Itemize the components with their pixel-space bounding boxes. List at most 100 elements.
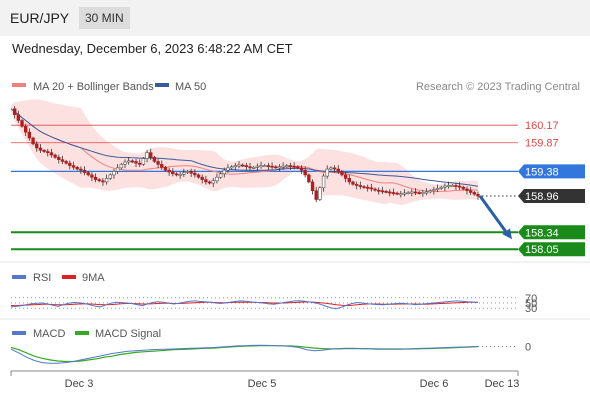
candle [362,185,366,189]
candle [240,163,245,168]
candle [193,169,197,178]
rsi-line [10,300,479,310]
candle-body [321,175,326,189]
rsi-9ma-legend-swatch [62,275,76,279]
forecast-arrow-shaft [478,195,509,235]
candle-body [141,158,146,165]
candle [130,159,135,163]
candle-body [329,167,333,170]
candle-body [472,192,477,195]
candle [454,182,458,190]
support-tag [518,242,585,257]
candle-body [193,172,197,176]
timeframe-button[interactable]: 30 MIN [79,7,130,29]
candle-body [20,120,24,127]
candle [167,167,171,176]
candle-body [461,186,465,190]
candle [75,165,79,171]
candle-body [288,165,293,168]
candle [93,173,98,183]
candle [233,162,238,171]
candle [332,165,337,173]
candle [53,153,57,159]
candle-body [93,176,98,180]
candle-body [152,157,157,162]
candle [145,150,149,163]
support-label: 158.34 [525,227,559,239]
candle-body [369,187,374,190]
candle [465,186,469,195]
candle-body [377,189,381,192]
candle [263,164,267,168]
candle-body [71,165,76,168]
candle [64,159,68,165]
candle-body [281,165,285,168]
candle [296,165,300,170]
candle [391,188,396,196]
candle [24,123,28,136]
candle-body [406,192,410,194]
candle [207,180,212,185]
candle [42,148,46,153]
candle [149,148,153,160]
resistance-label: 159.87 [525,138,559,150]
candle [310,179,315,195]
candle-body [189,171,193,174]
candle [31,136,35,146]
candle [104,174,109,185]
candle-body [145,152,149,159]
candle-body [134,161,138,164]
candle [281,162,285,170]
candle [399,190,403,198]
candle [86,171,90,177]
candle [101,178,105,186]
candle [380,186,385,194]
candle [141,157,146,166]
current-price-tag [518,188,585,203]
candle-body [163,166,168,171]
candle [27,128,32,141]
candle-body [365,186,370,189]
candle-body [310,181,315,192]
candle-body [49,152,54,156]
candle-body [185,171,190,173]
candle-body [68,162,72,166]
candle-body [399,193,403,196]
candle [138,159,142,168]
candle-body [130,160,135,163]
price-panel: 160.17 159.87 159.38 158.96 158.34 158.05 [10,99,585,257]
candle-body [126,160,131,163]
candle [237,161,241,169]
candle-body [178,174,182,176]
candle [321,173,326,192]
candle-body [97,179,101,182]
pivot-tag [518,164,585,179]
candle-body [318,187,322,200]
candle-body [299,167,304,171]
candle [314,186,318,203]
candle [248,162,252,171]
candle [46,148,50,157]
candle-body [211,180,215,184]
candle-body [351,181,355,185]
candle [215,173,219,184]
candle-body [259,165,263,168]
candle-body [285,165,289,168]
rsi-legend: RSI 9MA [12,272,105,284]
rsi-9ma-legend-label: 9MA [82,272,105,284]
candle-body [12,108,17,115]
header-bar: EUR/JPY 30 MIN [0,0,590,36]
candle [351,180,355,186]
candle-body [218,173,223,178]
candle-body [476,193,480,197]
candle [160,160,164,170]
candle [325,165,329,179]
macd-panel: 0 [10,341,531,364]
candle-body [171,171,175,175]
candle [259,161,263,169]
candle [450,183,454,187]
candle-body [410,191,414,194]
price-legend: MA 20 + Bollinger Bands MA 50 Research ©… [12,81,580,93]
